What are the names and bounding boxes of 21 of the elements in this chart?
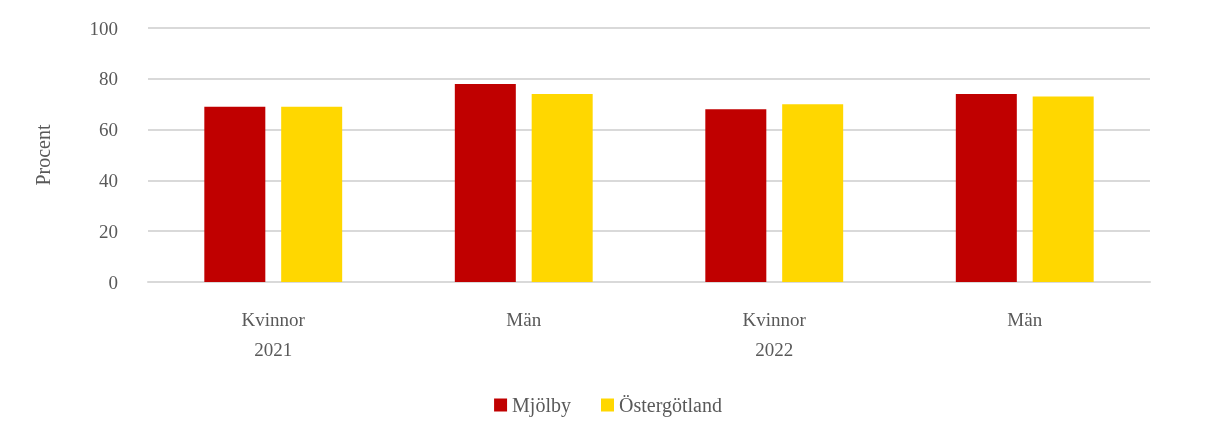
y-axis-title: Procent <box>32 124 54 186</box>
y-tick-label: 0 <box>108 271 118 293</box>
x-tick-label: Kvinnor 2021 <box>241 308 306 360</box>
bar <box>281 106 343 282</box>
legend-label: Östergötland <box>618 394 722 417</box>
y-tick-label: 20 <box>99 220 118 242</box>
bar <box>531 94 593 282</box>
legend-label: Mjölby <box>512 394 571 417</box>
y-tick-label: 40 <box>99 169 118 191</box>
y-tick-label: 80 <box>99 68 118 90</box>
x-tick-label: Män <box>1007 308 1043 330</box>
y-tick-label: 100 <box>89 17 118 39</box>
bar <box>782 104 844 282</box>
bar <box>454 83 516 282</box>
bar <box>1032 96 1094 282</box>
bar <box>955 94 1017 282</box>
x-tick-label: Kvinnor 2022 <box>742 308 807 360</box>
bar <box>705 109 767 282</box>
x-tick-label: Män <box>506 308 542 330</box>
bar <box>204 106 266 282</box>
y-tick-label: 60 <box>99 119 118 141</box>
